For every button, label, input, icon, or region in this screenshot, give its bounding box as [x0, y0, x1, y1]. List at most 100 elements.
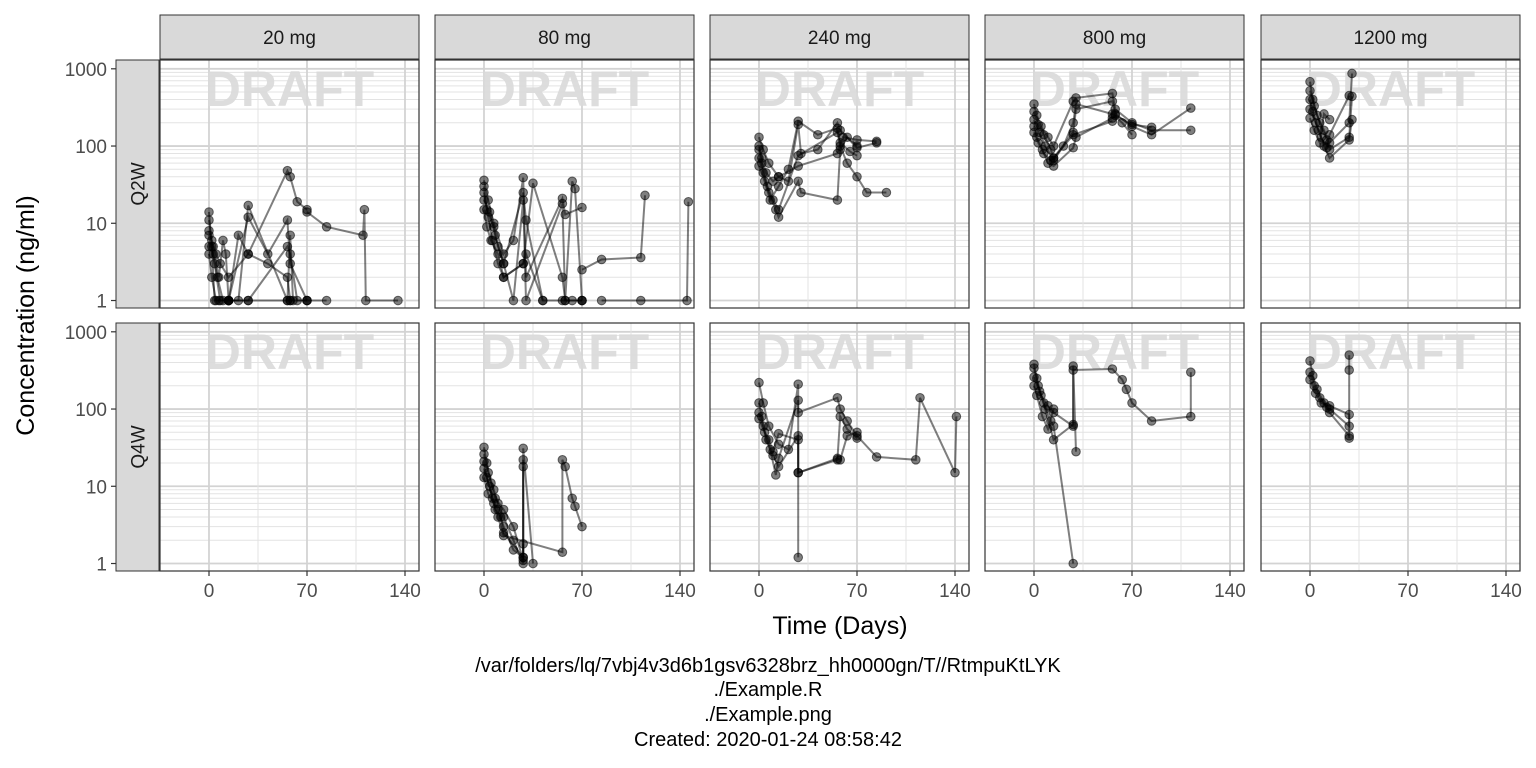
data-point: [577, 521, 587, 532]
panel-border: [984, 322, 1245, 572]
data-point: [243, 200, 253, 211]
data-point: [570, 183, 580, 194]
x-tick-label: 140: [389, 581, 421, 602]
data-point: [757, 153, 767, 163]
data-point: [793, 176, 804, 187]
panel-border: [1260, 322, 1521, 572]
data-point: [1344, 135, 1354, 145]
data-point: [911, 455, 921, 465]
data-point: [567, 493, 578, 504]
data-point: [773, 212, 784, 222]
data-point: [754, 413, 764, 424]
data-point: [764, 434, 774, 445]
data-point: [521, 249, 531, 259]
y-tick-label: 1000: [65, 60, 107, 81]
data-point: [683, 196, 694, 207]
data-point: [842, 431, 853, 441]
data-point: [793, 395, 804, 406]
panel-bg: [1261, 60, 1520, 308]
data-point: [292, 196, 303, 207]
data-point: [321, 222, 332, 232]
data-point: [207, 272, 217, 283]
panel-bg: [1261, 323, 1520, 571]
data-point: [508, 295, 519, 306]
data-point: [832, 148, 843, 159]
data-point: [881, 187, 892, 198]
data-point: [479, 195, 489, 205]
facet-strip-label: 20 mg: [263, 28, 316, 49]
data-point: [1186, 103, 1196, 113]
data-point: [1305, 104, 1315, 114]
panel-border: [159, 59, 420, 309]
data-point: [285, 230, 296, 241]
data-point: [765, 195, 776, 205]
data-point: [498, 272, 509, 283]
y-tick-label: 1000: [65, 323, 107, 344]
x-tick-label: 70: [1121, 581, 1142, 602]
data-point: [1146, 416, 1157, 426]
panel-border: [709, 322, 970, 572]
data-point: [793, 379, 804, 389]
data-point: [263, 258, 273, 269]
panel-bg: [985, 323, 1244, 571]
data-point: [852, 171, 862, 182]
data-point: [560, 461, 571, 472]
x-tick-label: 0: [754, 581, 765, 602]
data-point: [1309, 125, 1319, 136]
data-point: [243, 212, 253, 222]
data-point: [596, 254, 607, 265]
facet-strip-3: [984, 14, 1245, 60]
data-point: [1071, 99, 1081, 109]
data-point: [1344, 433, 1354, 443]
data-point: [852, 135, 862, 145]
data-point: [1305, 356, 1315, 366]
y-tick-label: 100: [75, 400, 107, 421]
data-point: [1347, 68, 1357, 79]
x-tick-label: 140: [664, 581, 696, 602]
panel-bg: [710, 323, 969, 571]
data-point: [771, 470, 781, 480]
footer-path-line: /var/folders/lq/7vbj4v3d6b1gsv6328brz_hh…: [475, 655, 1061, 677]
data-point: [1048, 434, 1059, 445]
x-tick-label: 140: [1490, 581, 1522, 602]
data-point: [1324, 114, 1335, 125]
data-point: [282, 215, 293, 225]
data-point: [1107, 116, 1118, 126]
panel-bg: [435, 323, 694, 571]
data-point: [288, 295, 298, 306]
data-point: [1068, 558, 1078, 569]
data-point: [479, 463, 489, 474]
y-tick-label: 10: [86, 214, 107, 235]
data-point: [1029, 363, 1039, 373]
data-point: [1324, 401, 1335, 411]
data-point: [1186, 125, 1196, 136]
data-point: [1068, 129, 1078, 140]
y-tick-label: 1: [96, 292, 107, 313]
data-point: [759, 176, 770, 187]
row-strip-label: Q4W: [129, 425, 150, 468]
row-strip-0: [115, 59, 160, 309]
facet-strip-label: 240 mg: [808, 28, 871, 49]
x-tick-label: 0: [1029, 581, 1040, 602]
data-point: [1029, 127, 1039, 138]
data-point: [1315, 138, 1325, 148]
facet-strip-2: [709, 14, 970, 60]
panel-border: [1260, 59, 1521, 309]
chart-svg: 20 mg 80 mg 240 mg 800 mg 1200 mg Q2W Q4W DRAFT…: [12, 14, 1522, 640]
data-point: [223, 295, 234, 306]
data-point: [832, 195, 843, 205]
subject-line: [601, 201, 690, 302]
data-point: [1347, 114, 1357, 125]
footer-created-line: Created: 2020-01-24 08:58:42: [634, 729, 902, 751]
panel-bg: [710, 60, 969, 308]
data-point: [871, 452, 882, 462]
data-point: [1305, 374, 1315, 385]
footer-image-line: ./Example.png: [704, 704, 832, 726]
data-point: [793, 150, 804, 161]
data-point: [493, 512, 503, 522]
data-point: [1305, 113, 1315, 123]
data-point: [482, 222, 492, 232]
x-axis-title: Time (Days): [772, 612, 907, 640]
data-point: [577, 202, 587, 213]
data-point: [1037, 411, 1048, 422]
